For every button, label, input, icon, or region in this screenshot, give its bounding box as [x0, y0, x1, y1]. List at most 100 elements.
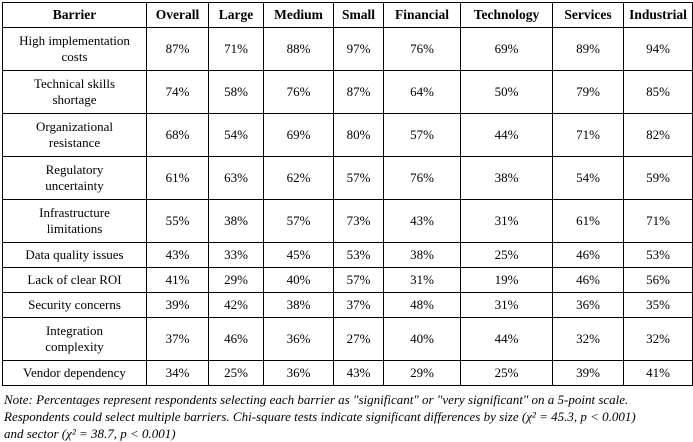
header-row: Barrier Overall Large Medium Small Finan…: [2, 2, 693, 28]
table-row: Integration complexity 37% 46% 36% 27% 4…: [2, 317, 693, 361]
barrier-cell: Organizational resistance: [2, 113, 147, 157]
value-cell: 38%: [208, 199, 264, 243]
column-header-large: Large: [208, 2, 264, 28]
value-cell: 54%: [208, 113, 264, 157]
column-header-industrial: Industrial: [623, 2, 693, 28]
table-row: Security concerns 39% 42% 38% 37% 48% 31…: [2, 292, 693, 318]
barrier-cell: Data quality issues: [2, 242, 147, 268]
column-header-overall: Overall: [146, 2, 209, 28]
value-cell: 32%: [623, 317, 693, 361]
value-cell: 62%: [263, 156, 334, 200]
value-cell: 39%: [552, 360, 624, 386]
value-cell: 31%: [460, 292, 553, 318]
value-cell: 68%: [146, 113, 209, 157]
value-cell: 76%: [383, 27, 461, 71]
value-cell: 97%: [333, 27, 384, 71]
value-cell: 76%: [383, 156, 461, 200]
value-cell: 46%: [208, 317, 264, 361]
value-cell: 25%: [208, 360, 264, 386]
value-cell: 94%: [623, 27, 693, 71]
value-cell: 64%: [383, 70, 461, 114]
value-cell: 76%: [263, 70, 334, 114]
value-cell: 42%: [208, 292, 264, 318]
value-cell: 57%: [263, 199, 334, 243]
value-cell: 59%: [623, 156, 693, 200]
table-row: High implementation costs 87% 71% 88% 97…: [2, 27, 693, 71]
value-cell: 61%: [146, 156, 209, 200]
value-cell: 85%: [623, 70, 693, 114]
table-row: Organizational resistance 68% 54% 69% 80…: [2, 113, 693, 157]
value-cell: 69%: [263, 113, 334, 157]
value-cell: 87%: [333, 70, 384, 114]
value-cell: 71%: [552, 113, 624, 157]
barrier-cell: Lack of clear ROI: [2, 267, 147, 293]
value-cell: 44%: [460, 317, 553, 361]
value-cell: 80%: [333, 113, 384, 157]
value-cell: 25%: [460, 242, 553, 268]
value-cell: 82%: [623, 113, 693, 157]
column-header-services: Services: [552, 2, 624, 28]
value-cell: 38%: [460, 156, 553, 200]
value-cell: 57%: [383, 113, 461, 157]
value-cell: 45%: [263, 242, 334, 268]
value-cell: 27%: [333, 317, 384, 361]
value-cell: 36%: [263, 317, 334, 361]
barriers-table: Barrier Overall Large Medium Small Finan…: [2, 2, 693, 386]
value-cell: 69%: [460, 27, 553, 71]
barrier-cell: Vendor dependency: [2, 360, 147, 386]
value-cell: 73%: [333, 199, 384, 243]
barrier-cell: Technical skills shortage: [2, 70, 147, 114]
column-header-medium: Medium: [263, 2, 334, 28]
value-cell: 43%: [333, 360, 384, 386]
barrier-cell: High implementation costs: [2, 27, 147, 71]
value-cell: 40%: [383, 317, 461, 361]
value-cell: 37%: [146, 317, 209, 361]
value-cell: 19%: [460, 267, 553, 293]
value-cell: 46%: [552, 242, 624, 268]
value-cell: 39%: [146, 292, 209, 318]
column-header-technology: Technology: [460, 2, 553, 28]
value-cell: 58%: [208, 70, 264, 114]
barrier-cell: Regulatory uncertainty: [2, 156, 147, 200]
value-cell: 71%: [208, 27, 264, 71]
value-cell: 50%: [460, 70, 553, 114]
value-cell: 36%: [263, 360, 334, 386]
value-cell: 38%: [263, 292, 334, 318]
table-row: Regulatory uncertainty 61% 63% 62% 57% 7…: [2, 156, 693, 200]
value-cell: 57%: [333, 267, 384, 293]
value-cell: 61%: [552, 199, 624, 243]
table-row: Vendor dependency 34% 25% 36% 43% 29% 25…: [2, 360, 693, 386]
column-header-small: Small: [333, 2, 384, 28]
value-cell: 53%: [333, 242, 384, 268]
value-cell: 48%: [383, 292, 461, 318]
table-note: Note: Percentages represent respondents …: [4, 392, 636, 441]
value-cell: 87%: [146, 27, 209, 71]
value-cell: 29%: [208, 267, 264, 293]
value-cell: 88%: [263, 27, 334, 71]
value-cell: 25%: [460, 360, 553, 386]
value-cell: 54%: [552, 156, 624, 200]
value-cell: 53%: [623, 242, 693, 268]
value-cell: 43%: [146, 242, 209, 268]
table-row: Infrastructure limitations 55% 38% 57% 7…: [2, 199, 693, 243]
value-cell: 55%: [146, 199, 209, 243]
barrier-cell: Security concerns: [2, 292, 147, 318]
value-cell: 35%: [623, 292, 693, 318]
value-cell: 79%: [552, 70, 624, 114]
table-row: Lack of clear ROI 41% 29% 40% 57% 31% 19…: [2, 267, 693, 293]
value-cell: 38%: [383, 242, 461, 268]
value-cell: 56%: [623, 267, 693, 293]
column-header-financial: Financial: [383, 2, 461, 28]
value-cell: 71%: [623, 199, 693, 243]
value-cell: 31%: [460, 199, 553, 243]
value-cell: 43%: [383, 199, 461, 243]
value-cell: 36%: [552, 292, 624, 318]
value-cell: 41%: [146, 267, 209, 293]
value-cell: 63%: [208, 156, 264, 200]
value-cell: 41%: [623, 360, 693, 386]
table-row: Data quality issues 43% 33% 45% 53% 38% …: [2, 242, 693, 268]
table-row: Technical skills shortage 74% 58% 76% 87…: [2, 70, 693, 114]
value-cell: 44%: [460, 113, 553, 157]
value-cell: 89%: [552, 27, 624, 71]
